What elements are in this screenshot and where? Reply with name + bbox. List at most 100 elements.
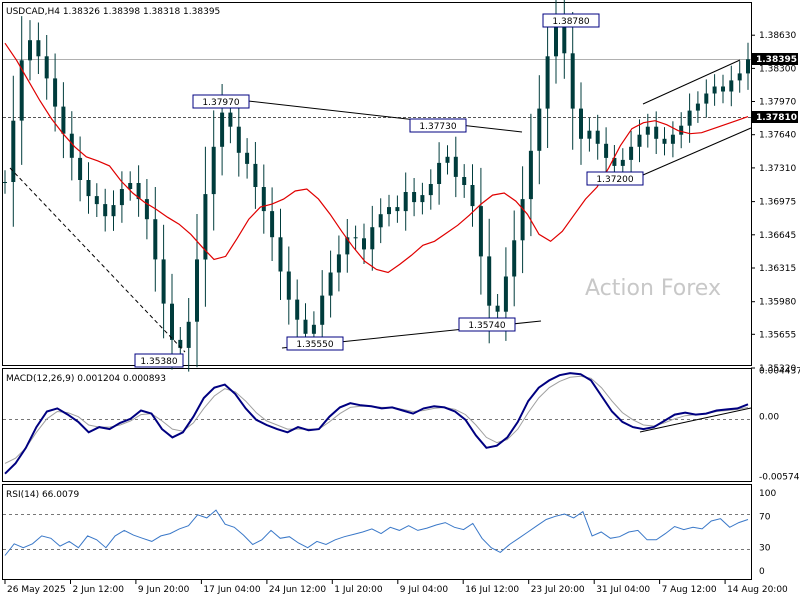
candle-body <box>620 159 625 166</box>
candle-body <box>186 321 191 348</box>
annotation-1.37730: 1.37730 <box>409 118 467 133</box>
candle-body <box>387 207 391 215</box>
annotation-text: 1.37200 <box>596 175 633 185</box>
candle-body <box>236 126 241 153</box>
candle-body <box>261 187 266 212</box>
channel-lower <box>642 127 752 176</box>
rsi-panel-frame <box>2 484 752 580</box>
price-panel-frame <box>2 2 752 366</box>
candle-body <box>528 150 533 200</box>
candle-body <box>420 195 425 203</box>
price-axis: 1.38630 1.38300 1.37970 1.37640 1.37310 1.369… <box>751 31 796 374</box>
candle-body <box>69 133 74 158</box>
candle-body <box>161 259 166 304</box>
candle-body <box>462 177 467 185</box>
candle-body <box>520 199 525 241</box>
time-tick-label: 9 Jul 04:00 <box>400 585 449 595</box>
candle-body <box>712 86 717 94</box>
candle-body <box>545 56 550 109</box>
candle-body <box>645 126 650 135</box>
candle-body <box>453 156 458 177</box>
candle-body <box>11 120 16 182</box>
candle-body <box>53 78 58 107</box>
candle-body <box>144 199 149 220</box>
trendline-dashed-decline <box>9 167 186 353</box>
candle-body <box>478 206 483 257</box>
candle-body <box>612 157 617 166</box>
price-tick-label: 1.37310 <box>759 164 796 174</box>
annotation-1.38780: 1.38780 <box>542 13 600 28</box>
candle-body <box>170 303 174 340</box>
rsi-tick-label: 0 <box>759 567 765 577</box>
candle-body <box>437 162 442 184</box>
candle-body <box>637 134 642 147</box>
current-price-tag: 1.38395 <box>752 53 798 65</box>
candle-body <box>495 305 500 312</box>
price-tick-label: 1.36975 <box>759 198 796 208</box>
time-tick-label: 14 Aug 20:00 <box>727 585 788 595</box>
channel-upper <box>642 59 741 105</box>
macd-tick-label: 0.004437 <box>759 367 800 377</box>
reference-level-tag: 1.37810 <box>752 111 798 123</box>
time-axis: 26 May 2025 2 Jun 12:00 9 Jun 20:00 17 Jun … <box>4 580 788 595</box>
candle-body <box>245 152 250 164</box>
time-tick-label: 2 Jun 12:00 <box>73 585 125 595</box>
candle-body <box>61 106 66 134</box>
macd-trendline <box>639 407 752 433</box>
candle-body <box>36 40 41 57</box>
candle-body <box>295 299 300 320</box>
annotation-text: 1.35550 <box>296 340 333 350</box>
candle-body <box>270 211 275 238</box>
rsi-header: RSI(14) 66.0079 <box>6 490 79 500</box>
candle-body <box>328 272 333 296</box>
annotation-1.35550: 1.35550 <box>286 336 344 351</box>
annotation-1.35740: 1.35740 <box>458 317 516 332</box>
candle-body <box>554 24 558 57</box>
price-tick-label: 1.35980 <box>759 298 796 308</box>
candle-body <box>278 237 283 272</box>
price-tick-label: 1.38300 <box>759 64 796 74</box>
macd-main-line <box>4 372 749 475</box>
candle-body <box>378 214 383 228</box>
candle-body <box>286 271 291 300</box>
candle-body <box>28 40 32 61</box>
candle-body <box>103 204 108 217</box>
rsi-axis: 100 70 30 0 <box>759 489 776 577</box>
watermark: Action Forex <box>585 276 721 301</box>
candle-body <box>19 60 24 121</box>
annotation-text: 1.38780 <box>552 17 589 27</box>
candle-body <box>721 86 725 92</box>
time-tick-label: 7 Aug 12:00 <box>662 585 717 595</box>
candle-body <box>395 207 400 212</box>
price-header: USDCAD,H4 1.38326 1.38398 1.38318 1.3839… <box>6 7 220 17</box>
candle-body <box>695 103 700 111</box>
candle-body <box>353 237 358 239</box>
reference-level-text: 1.37810 <box>756 113 797 123</box>
price-tick-label: 1.35320 <box>759 364 796 374</box>
candle-body <box>595 130 600 144</box>
candle-body <box>487 256 492 306</box>
time-tick-label: 23 Jul 20:00 <box>531 585 585 595</box>
time-tick-label: 17 Jun 04:00 <box>203 585 260 595</box>
candle-body <box>445 156 450 163</box>
annotation-text: 1.37730 <box>419 122 456 132</box>
candle-body <box>503 276 508 312</box>
time-tick-label: 31 Jul 04:00 <box>596 585 650 595</box>
annotation-text: 1.35740 <box>468 321 505 331</box>
candle-body <box>153 219 158 260</box>
candles <box>3 0 750 372</box>
macd-tick-label: 0.00 <box>759 413 779 423</box>
candle-body <box>220 112 225 147</box>
candle-body <box>746 59 750 74</box>
candle-body <box>94 196 99 205</box>
moving-average-line <box>4 42 749 274</box>
candle-body <box>570 53 575 109</box>
candle-body <box>203 194 208 260</box>
annotation-text: 1.35380 <box>140 357 177 367</box>
price-tick-label: 1.36315 <box>759 264 796 274</box>
candle-body <box>311 324 316 334</box>
macd-panel-frame <box>2 368 752 482</box>
candle-body <box>670 134 675 144</box>
annotation-1.37200: 1.37200 <box>586 171 644 186</box>
